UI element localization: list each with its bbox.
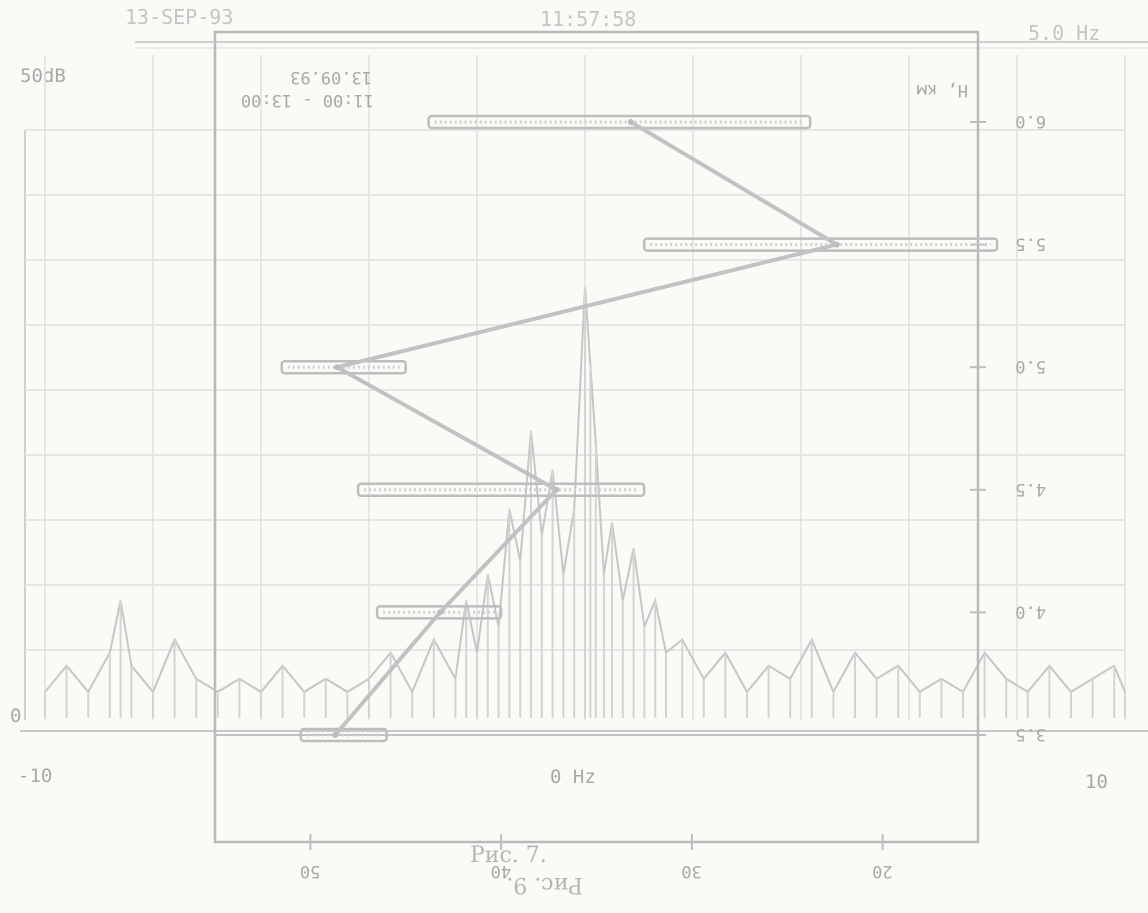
svg-text:5.0: 5.0 [1015,356,1046,376]
spectrum-x-right-label: 10 [1085,771,1108,793]
profile-y-tick-label: 5.5 [1015,234,1046,254]
profile-error-bar [375,605,503,620]
header-span: 5.0 Hz [1028,21,1100,45]
profile-error-bars [280,114,999,743]
spectrum-x-left-label: -10 [18,765,52,787]
svg-text:5.5: 5.5 [1015,234,1046,254]
spectrum-zero-label: 0 [10,705,21,727]
profile-point [334,364,341,371]
profile-axes: 6.0 5.5 5.0 4.5 4.0 3.5 50 40 30 20 [300,111,1046,881]
profile-series [332,119,840,738]
spectrum-ref-level: 50dB [20,65,66,87]
svg-text:13.09.93: 13.09.93 [290,67,372,87]
profile-point [833,241,840,248]
profile-y-tick-label: 4.0 [1015,601,1046,621]
spectrum-grid [20,55,1148,732]
svg-text:50: 50 [300,861,320,881]
profile-x-tick-label: 30 [681,861,701,881]
svg-text:3.5: 3.5 [1015,724,1046,744]
profile-error-bar [427,114,812,130]
profile-x-tick-label: 40 [491,861,511,881]
profile-x-tick-label: 20 [872,861,892,881]
svg-text:20: 20 [872,861,892,881]
profile-error-bar [299,727,388,743]
header-time: 11:57:58 [540,7,636,31]
profile-point [627,119,634,125]
spectrum-trace [44,286,1126,695]
profile-point [553,486,560,493]
svg-text:H, км: H, км [917,80,968,100]
profile-caption: Рис. 9. [506,872,583,897]
spectrum-series [44,286,1126,718]
svg-text:4.0: 4.0 [1015,601,1046,621]
profile-y-tick-label: 3.5 [1015,724,1046,744]
mirrored-caption: Рис. 7. [470,843,547,868]
profile-x-tick-label: 50 [300,861,320,881]
profile-line [333,120,839,737]
spectrum-center-label: 0 Hz [550,766,596,788]
svg-text:40: 40 [491,861,511,881]
profile-y-unit-label: H, км [917,80,968,100]
profile-y-tick-label: 6.0 [1015,111,1046,131]
svg-text:Рис. 9.: Рис. 9. [506,872,583,897]
profile-point [437,609,444,616]
profile-point [332,732,339,738]
svg-text:6.0: 6.0 [1015,111,1046,131]
profile-y-tick-label: 4.5 [1015,479,1046,499]
svg-text:11:00 - 13:00: 11:00 - 13:00 [241,90,374,110]
profile-y-tick-label: 5.0 [1015,356,1046,376]
header-date: 13-SEP-93 [125,5,233,29]
profile-error-bar [356,482,646,498]
profile-date-label: 13.09.93 [290,67,372,87]
svg-text:30: 30 [681,861,701,881]
profile-frame [213,30,980,844]
svg-text:4.5: 4.5 [1015,479,1046,499]
profile-time-range-label: 11:00 - 13:00 [241,90,374,110]
